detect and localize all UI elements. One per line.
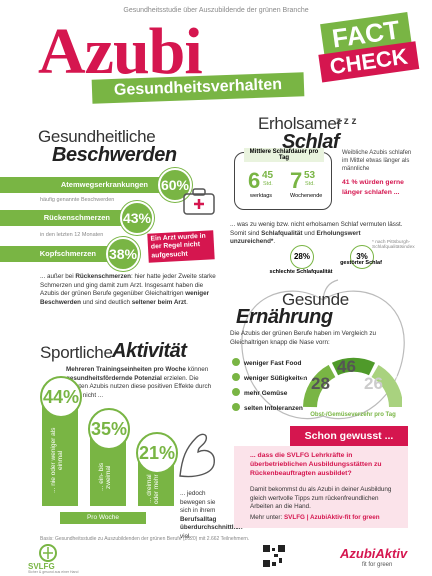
paragraph: ... was zu wenig bzw. nicht erholsamen S…: [230, 221, 406, 247]
text-bold: Schlafqualität: [261, 229, 303, 237]
paragraph: Mehreren Trainingseinheiten pro Woche kö…: [66, 366, 216, 400]
sleep-caption: Wochenende: [290, 193, 323, 199]
sleep-hours: 6: [248, 168, 261, 193]
sleep-note: Weibliche Azubis schlafen im Mittel etwa…: [342, 150, 412, 172]
apple-outline: [241, 279, 405, 420]
zzz: z z z: [336, 116, 357, 127]
paragraph: ... außer bei Rückenschmerzen: hier hatt…: [40, 273, 218, 307]
text: und sind deutlich: [80, 298, 132, 306]
text-bold: gesundheitsfördernde Potenzial: [66, 374, 162, 382]
text-bold: Mehreren Trainingseinheiten pro Woche: [66, 366, 186, 373]
arm-icon: [179, 433, 215, 478]
text: viel.: [180, 532, 192, 540]
sport-label: ... dreimal oder mehr: [146, 474, 160, 504]
callout: Ein Arzt wurde in der Regel nicht aufges…: [147, 230, 215, 264]
gauge-value: 26: [364, 374, 383, 393]
text-bold: Berufsalltag überdurchschnittlich: [180, 515, 243, 532]
gauge-value: 28: [311, 374, 330, 393]
complaint-value: 60%: [158, 168, 192, 202]
complaint-bar: Rückenschmerzen: [0, 210, 138, 226]
sport-bar: 21% ... dreimal oder mehr: [136, 432, 178, 506]
text: .: [186, 298, 188, 306]
header-subtitle: Gesundheitsstudie über Auszubildende der…: [123, 7, 309, 14]
sleep-minutes: 45: [262, 170, 274, 181]
sleep-stat: 28%: [290, 245, 314, 269]
text: : hier hatte jeder Zweite starke Schmerz…: [40, 273, 216, 297]
sleep-unit: Std.: [263, 181, 273, 187]
text: ... jedoch bewegen sie sich in ihrem: [180, 490, 216, 514]
info-tab: Schon gewusst ...: [290, 426, 408, 446]
gauge-label: einmal: [344, 348, 359, 354]
text: ... was zu wenig bzw. nicht erholsamen S…: [230, 221, 403, 237]
info-text: Damit bekommst du als Azubi in deiner Au…: [250, 486, 392, 510]
check-item: weniger Fast Food: [232, 358, 301, 367]
text: .: [273, 238, 276, 245]
sleep-highlight: 41 % würden gerne länger schlafen ...: [342, 179, 404, 196]
sleep-minutes: 53: [304, 170, 316, 181]
svlfg-name: SVLFG: [28, 562, 55, 571]
section-title-bold: Schlaf: [282, 131, 340, 153]
qr-code: [262, 544, 286, 568]
section-title-bold: Beschwerden: [52, 144, 177, 166]
gauge-value: 46: [337, 357, 356, 376]
section-title-bold: Aktivität: [112, 340, 187, 362]
sleep-stat-label: schlechte Schlafqualität: [269, 269, 333, 275]
section-title-light: Sportliche: [40, 343, 113, 362]
text-bold: seltener beim Arzt: [131, 298, 187, 306]
complaint-value: 43%: [120, 201, 154, 235]
text-bold: Rückenschmerzen: [75, 273, 132, 280]
sport-bar: 44% ... nie oder weniger als einmal: [40, 376, 82, 506]
source: Basis: Gesundheitsstudie zu Auszubildend…: [40, 536, 250, 542]
sleep-stat: 3%: [350, 245, 374, 269]
info-box: [234, 446, 408, 528]
check-item: selten Intoleranzen: [232, 403, 303, 412]
info-question: ... dass die SVLFG Lehrkräfte in überbet…: [250, 452, 382, 477]
text: Mehr unter:: [250, 514, 284, 521]
gauge-caption: Obst-/Gemüseverzehr pro Tag: [310, 412, 396, 418]
paragraph: Die Azubis der grünen Berufe haben im Ve…: [230, 330, 376, 346]
sleep-label: Mittlere Schlafdauer pro Tag: [244, 148, 324, 162]
sport-label: ... ein- bis zweimal: [98, 462, 112, 492]
sport-value: 35%: [88, 408, 130, 450]
text-bold: weniger Beschwerden: [40, 290, 210, 306]
text: und: [302, 229, 317, 237]
text-bold: Erholungswert unzureichend*: [230, 229, 361, 246]
sleep-unit: Std.: [305, 181, 315, 187]
text: können: [185, 366, 209, 373]
sport-label: ... nie oder weniger als einmal: [50, 427, 64, 493]
svlfg-claim: Sicher & gesund aus einer Hand: [28, 570, 79, 574]
sport-bar: 35% ... ein- bis zweimal: [88, 408, 130, 506]
section-title-light: Gesundheitliche: [38, 127, 156, 146]
brand: AzubiAktiv: [340, 546, 408, 561]
text-bold: SVLFG | AzubiAktiv-fit for green: [283, 514, 380, 521]
section-title-light: Gesunde: [282, 290, 349, 309]
sport-axis-label: Pro Woche: [60, 512, 146, 524]
sport-value: 44%: [40, 376, 82, 418]
note: häufig genannte Beschwerden: [40, 197, 115, 203]
sleep-hours: 7: [290, 168, 303, 193]
first-aid-icon: [183, 188, 215, 215]
check-item: mehr Gemüse: [232, 388, 287, 397]
complaint-bar: Atemwegserkrankungen: [0, 177, 176, 193]
svlfg-logo: [39, 544, 57, 562]
section-title-light: Erholsamer: [258, 114, 342, 133]
text: erzielen. Die meisten Azubis nutzen dies…: [66, 374, 212, 399]
info-link: Mehr unter: SVLFG | AzubiAktiv-fit for g…: [250, 514, 402, 523]
gauge: [303, 357, 402, 408]
note: in den letzten 12 Monaten: [40, 232, 104, 238]
brand-claim: fit for green: [362, 562, 393, 568]
complaint-bar: Kopfschmerzen: [0, 246, 124, 262]
sport-value: 21%: [136, 432, 178, 474]
sleep-stat-label: gestörter Schlaf: [340, 260, 382, 266]
section-title-bold: Ernährung: [236, 306, 333, 328]
footnote: * nach Pittsburgh-Schlafqualitätsindex: [372, 240, 415, 250]
text: ... außer bei: [40, 273, 76, 280]
sleep-caption: werktags: [250, 193, 273, 199]
check-item: weniger Süßigkeiten: [232, 373, 307, 382]
paragraph: ... jedoch bewegen sie sich in ihrem Ber…: [180, 490, 243, 541]
complaint-value: 38%: [106, 237, 140, 271]
fact-check-badge: FACT CHECK: [314, 11, 420, 86]
